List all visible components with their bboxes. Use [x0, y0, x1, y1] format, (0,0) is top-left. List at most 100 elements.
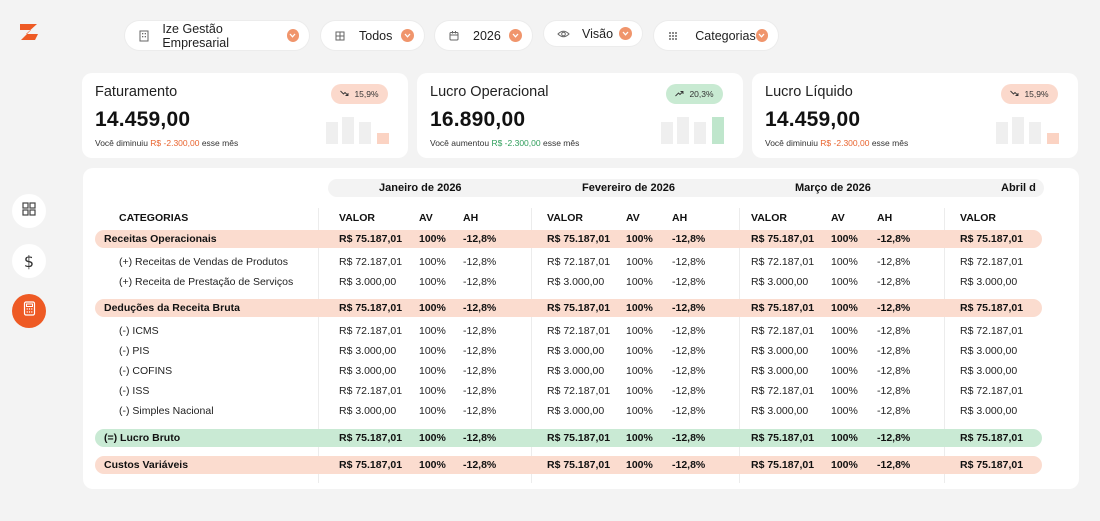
table-cell: -12,8%: [672, 256, 706, 268]
category-label[interactable]: Receitas Operacionais: [104, 233, 217, 245]
table-cell: -12,8%: [877, 405, 911, 417]
table-cell: 100%: [626, 256, 653, 268]
table-cell: 100%: [626, 276, 653, 288]
category-label[interactable]: Custos Variáveis: [104, 459, 189, 471]
valor-column-header: VALOR: [547, 212, 583, 224]
kpi-title: Lucro Operacional: [430, 84, 549, 100]
categories-filter[interactable]: Categorias: [654, 21, 778, 50]
table-cell: R$ 3.000,00: [547, 405, 605, 417]
table-cell: R$ 72.187,01: [339, 325, 403, 337]
table-cell: 100%: [831, 365, 858, 377]
category-label[interactable]: (+) Receitas de Vendas de Produtos: [119, 256, 288, 268]
chevron-down-icon: [619, 27, 632, 40]
table-cell: 100%: [831, 302, 858, 314]
kpi-note-amount: R$ -2.300,00: [491, 138, 541, 148]
category-label[interactable]: (-) Simples Nacional: [119, 405, 214, 417]
table-cell: -12,8%: [463, 432, 497, 444]
table-cell: R$ 75.187,01: [339, 302, 403, 314]
people-filter[interactable]: Todos: [321, 21, 424, 50]
table-cell: R$ 72.187,01: [751, 256, 815, 268]
view-filter[interactable]: Visão: [544, 21, 642, 46]
trend-down-icon: [1010, 89, 1019, 99]
kpi-card-faturamento: Faturamento 15,9% 14.459,00 Você diminui…: [82, 73, 408, 158]
company-filter[interactable]: Ize Gestão Empresarial: [125, 21, 309, 50]
category-label[interactable]: (=) Lucro Bruto: [104, 432, 181, 444]
category-label[interactable]: Deduções da Receita Bruta: [104, 302, 240, 314]
table-cell: 100%: [419, 385, 446, 397]
category-label[interactable]: (-) PIS: [119, 345, 150, 357]
table-cell: R$ 72.187,01: [751, 325, 815, 337]
kpi-sparkbars: [996, 117, 1059, 144]
column-divider: [531, 208, 532, 483]
category-label[interactable]: (+) Receita de Prestação de Serviços: [119, 276, 294, 288]
trend-badge: 15,9%: [331, 84, 388, 104]
kpi-sparkbars: [661, 117, 724, 144]
table-cell: R$ 72.187,01: [960, 385, 1024, 397]
dre-table: Janeiro de 2026 Fevereiro de 2026 Março …: [83, 168, 1079, 489]
kpi-sparkbars: [326, 117, 389, 144]
table-cell: R$ 72.187,01: [339, 256, 403, 268]
table-cell: 100%: [419, 325, 446, 337]
table-cell: -12,8%: [672, 345, 706, 357]
chevron-down-icon: [755, 29, 768, 42]
people-icon: [333, 29, 347, 43]
category-label[interactable]: (-) ISS: [119, 385, 150, 397]
table-cell: 100%: [626, 345, 653, 357]
kpi-note-suffix: esse mês: [871, 138, 909, 148]
trend-badge-value: 15,9%: [1024, 89, 1049, 99]
sidebar-dre-button[interactable]: [12, 294, 46, 328]
month-header: Fevereiro de 2026: [582, 182, 675, 194]
table-cell: R$ 72.187,01: [547, 256, 611, 268]
month-header: Abril d: [1001, 182, 1036, 194]
table-cell: R$ 3.000,00: [960, 345, 1018, 357]
kpi-note-suffix: esse mês: [542, 138, 580, 148]
building-icon: [137, 29, 150, 43]
table-cell: -12,8%: [463, 233, 497, 245]
kpi-value: 16.890,00: [430, 108, 526, 131]
ah-column-header: AH: [463, 212, 479, 224]
table-cell: -12,8%: [877, 233, 911, 245]
table-cell: -12,8%: [463, 405, 497, 417]
table-cell: R$ 3.000,00: [339, 345, 397, 357]
table-cell: R$ 3.000,00: [751, 405, 809, 417]
table-cell: -12,8%: [877, 302, 911, 314]
kpi-title: Faturamento: [95, 84, 178, 100]
eye-icon: [556, 27, 570, 41]
table-cell: -12,8%: [672, 302, 706, 314]
table-cell: R$ 75.187,01: [960, 233, 1024, 245]
kpi-note: Você diminuiu R$ -2.300,00 esse mês: [95, 138, 238, 148]
table-cell: R$ 3.000,00: [960, 365, 1018, 377]
av-column-header: AV: [831, 212, 845, 224]
table-cell: 100%: [831, 256, 858, 268]
category-label[interactable]: (-) ICMS: [119, 325, 159, 337]
table-cell: -12,8%: [672, 325, 706, 337]
category-label[interactable]: (-) COFINS: [119, 365, 173, 377]
table-cell: R$ 75.187,01: [751, 459, 815, 471]
sidebar-finance-button[interactable]: $: [12, 244, 46, 278]
column-divider: [944, 208, 945, 483]
table-cell: R$ 75.187,01: [960, 302, 1024, 314]
table-cell: 100%: [831, 276, 858, 288]
calendar-icon: [447, 29, 461, 43]
column-divider: [318, 208, 319, 483]
app-logo[interactable]: [18, 21, 40, 43]
table-cell: R$ 72.187,01: [960, 256, 1024, 268]
table-cell: R$ 3.000,00: [960, 276, 1018, 288]
table-cell: -12,8%: [672, 233, 706, 245]
table-cell: R$ 3.000,00: [339, 276, 397, 288]
table-cell: 100%: [419, 256, 446, 268]
table-row-highlight: [95, 230, 1042, 248]
table-cell: -12,8%: [463, 385, 497, 397]
table-cell: R$ 72.187,01: [751, 385, 815, 397]
year-filter[interactable]: 2026: [435, 21, 532, 50]
table-cell: -12,8%: [877, 256, 911, 268]
company-filter-label: Ize Gestão Empresarial: [162, 21, 230, 50]
sidebar-dashboard-button[interactable]: [12, 194, 46, 228]
table-cell: 100%: [831, 459, 858, 471]
chevron-down-icon: [401, 29, 414, 42]
trend-up-icon: [675, 89, 684, 99]
table-cell: -12,8%: [463, 325, 497, 337]
kpi-note: Você aumentou R$ -2.300,00 esse mês: [430, 138, 579, 148]
table-cell: 100%: [831, 385, 858, 397]
table-row-highlight: [95, 299, 1042, 317]
